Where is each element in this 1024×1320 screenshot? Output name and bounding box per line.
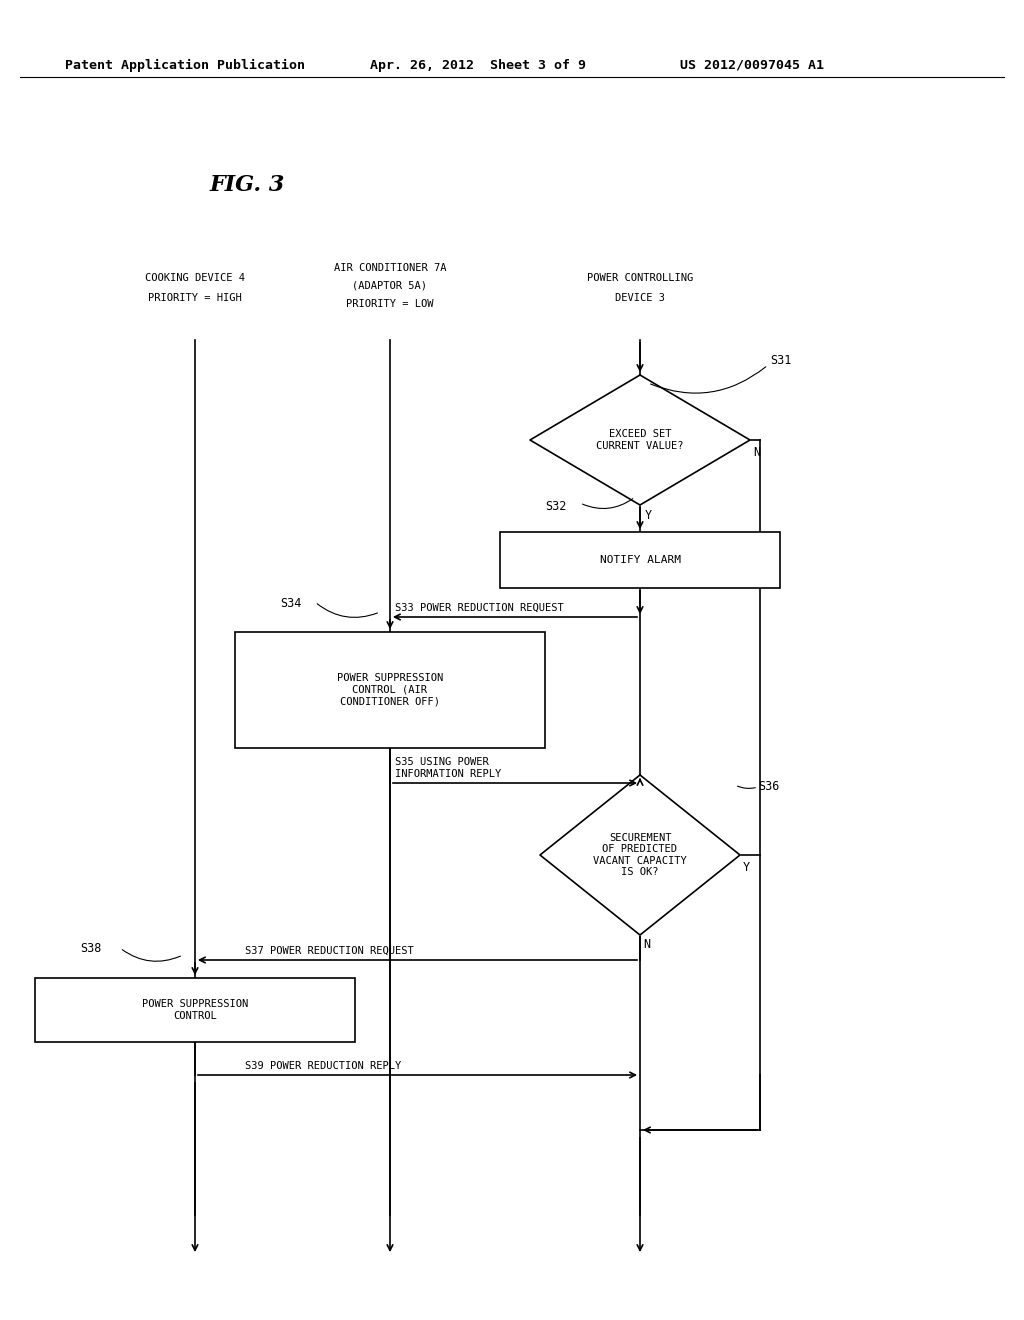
Text: FIG. 3: FIG. 3 [210,174,286,195]
Text: S33 POWER REDUCTION REQUEST: S33 POWER REDUCTION REQUEST [395,603,564,612]
Text: (ADAPTOR 5A): (ADAPTOR 5A) [352,281,427,290]
Text: PRIORITY = LOW: PRIORITY = LOW [346,300,434,309]
Text: POWER SUPPRESSION
CONTROL: POWER SUPPRESSION CONTROL [142,999,248,1020]
Text: PRIORITY = HIGH: PRIORITY = HIGH [148,293,242,304]
Polygon shape [530,375,750,506]
Text: POWER CONTROLLING: POWER CONTROLLING [587,273,693,282]
Text: S34: S34 [280,597,301,610]
Text: COOKING DEVICE 4: COOKING DEVICE 4 [145,273,245,282]
Text: S31: S31 [770,354,792,367]
Text: S32: S32 [545,500,566,513]
Text: S36: S36 [758,780,779,793]
Text: NOTIFY ALARM: NOTIFY ALARM [599,554,681,565]
Text: N: N [643,939,650,950]
Text: SECUREMENT
OF PREDICTED
VACANT CAPACITY
IS OK?: SECUREMENT OF PREDICTED VACANT CAPACITY … [593,833,687,878]
Polygon shape [540,775,740,935]
Text: S35 USING POWER
INFORMATION REPLY: S35 USING POWER INFORMATION REPLY [395,758,502,779]
FancyBboxPatch shape [234,632,545,748]
Text: Y: Y [645,510,652,521]
Text: POWER SUPPRESSION
CONTROL (AIR
CONDITIONER OFF): POWER SUPPRESSION CONTROL (AIR CONDITION… [337,673,443,706]
FancyBboxPatch shape [500,532,780,587]
Text: AIR CONDITIONER 7A: AIR CONDITIONER 7A [334,263,446,273]
Text: S38: S38 [80,942,101,954]
Text: EXCEED SET
CURRENT VALUE?: EXCEED SET CURRENT VALUE? [596,429,684,451]
Text: DEVICE 3: DEVICE 3 [615,293,665,304]
Text: Patent Application Publication: Patent Application Publication [65,58,305,71]
FancyBboxPatch shape [35,978,355,1041]
Text: Apr. 26, 2012  Sheet 3 of 9: Apr. 26, 2012 Sheet 3 of 9 [370,58,586,71]
Text: US 2012/0097045 A1: US 2012/0097045 A1 [680,58,824,71]
Text: Y: Y [743,861,751,874]
Text: N: N [753,446,760,459]
Text: S37 POWER REDUCTION REQUEST: S37 POWER REDUCTION REQUEST [245,946,414,956]
Text: S39 POWER REDUCTION REPLY: S39 POWER REDUCTION REPLY [245,1061,401,1071]
